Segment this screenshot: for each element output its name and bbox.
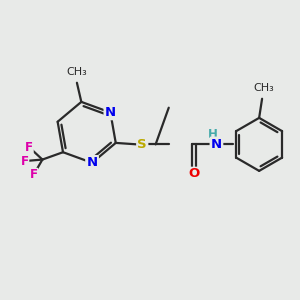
Text: F: F — [21, 154, 29, 167]
Text: N: N — [211, 138, 222, 151]
Text: S: S — [137, 138, 147, 151]
Text: CH₃: CH₃ — [253, 83, 274, 93]
Text: O: O — [188, 167, 200, 180]
Text: F: F — [30, 168, 38, 182]
Text: H: H — [208, 128, 218, 142]
Text: F: F — [25, 141, 33, 154]
Text: CH₃: CH₃ — [67, 68, 87, 77]
Text: N: N — [105, 106, 116, 119]
Text: N: N — [86, 156, 98, 169]
